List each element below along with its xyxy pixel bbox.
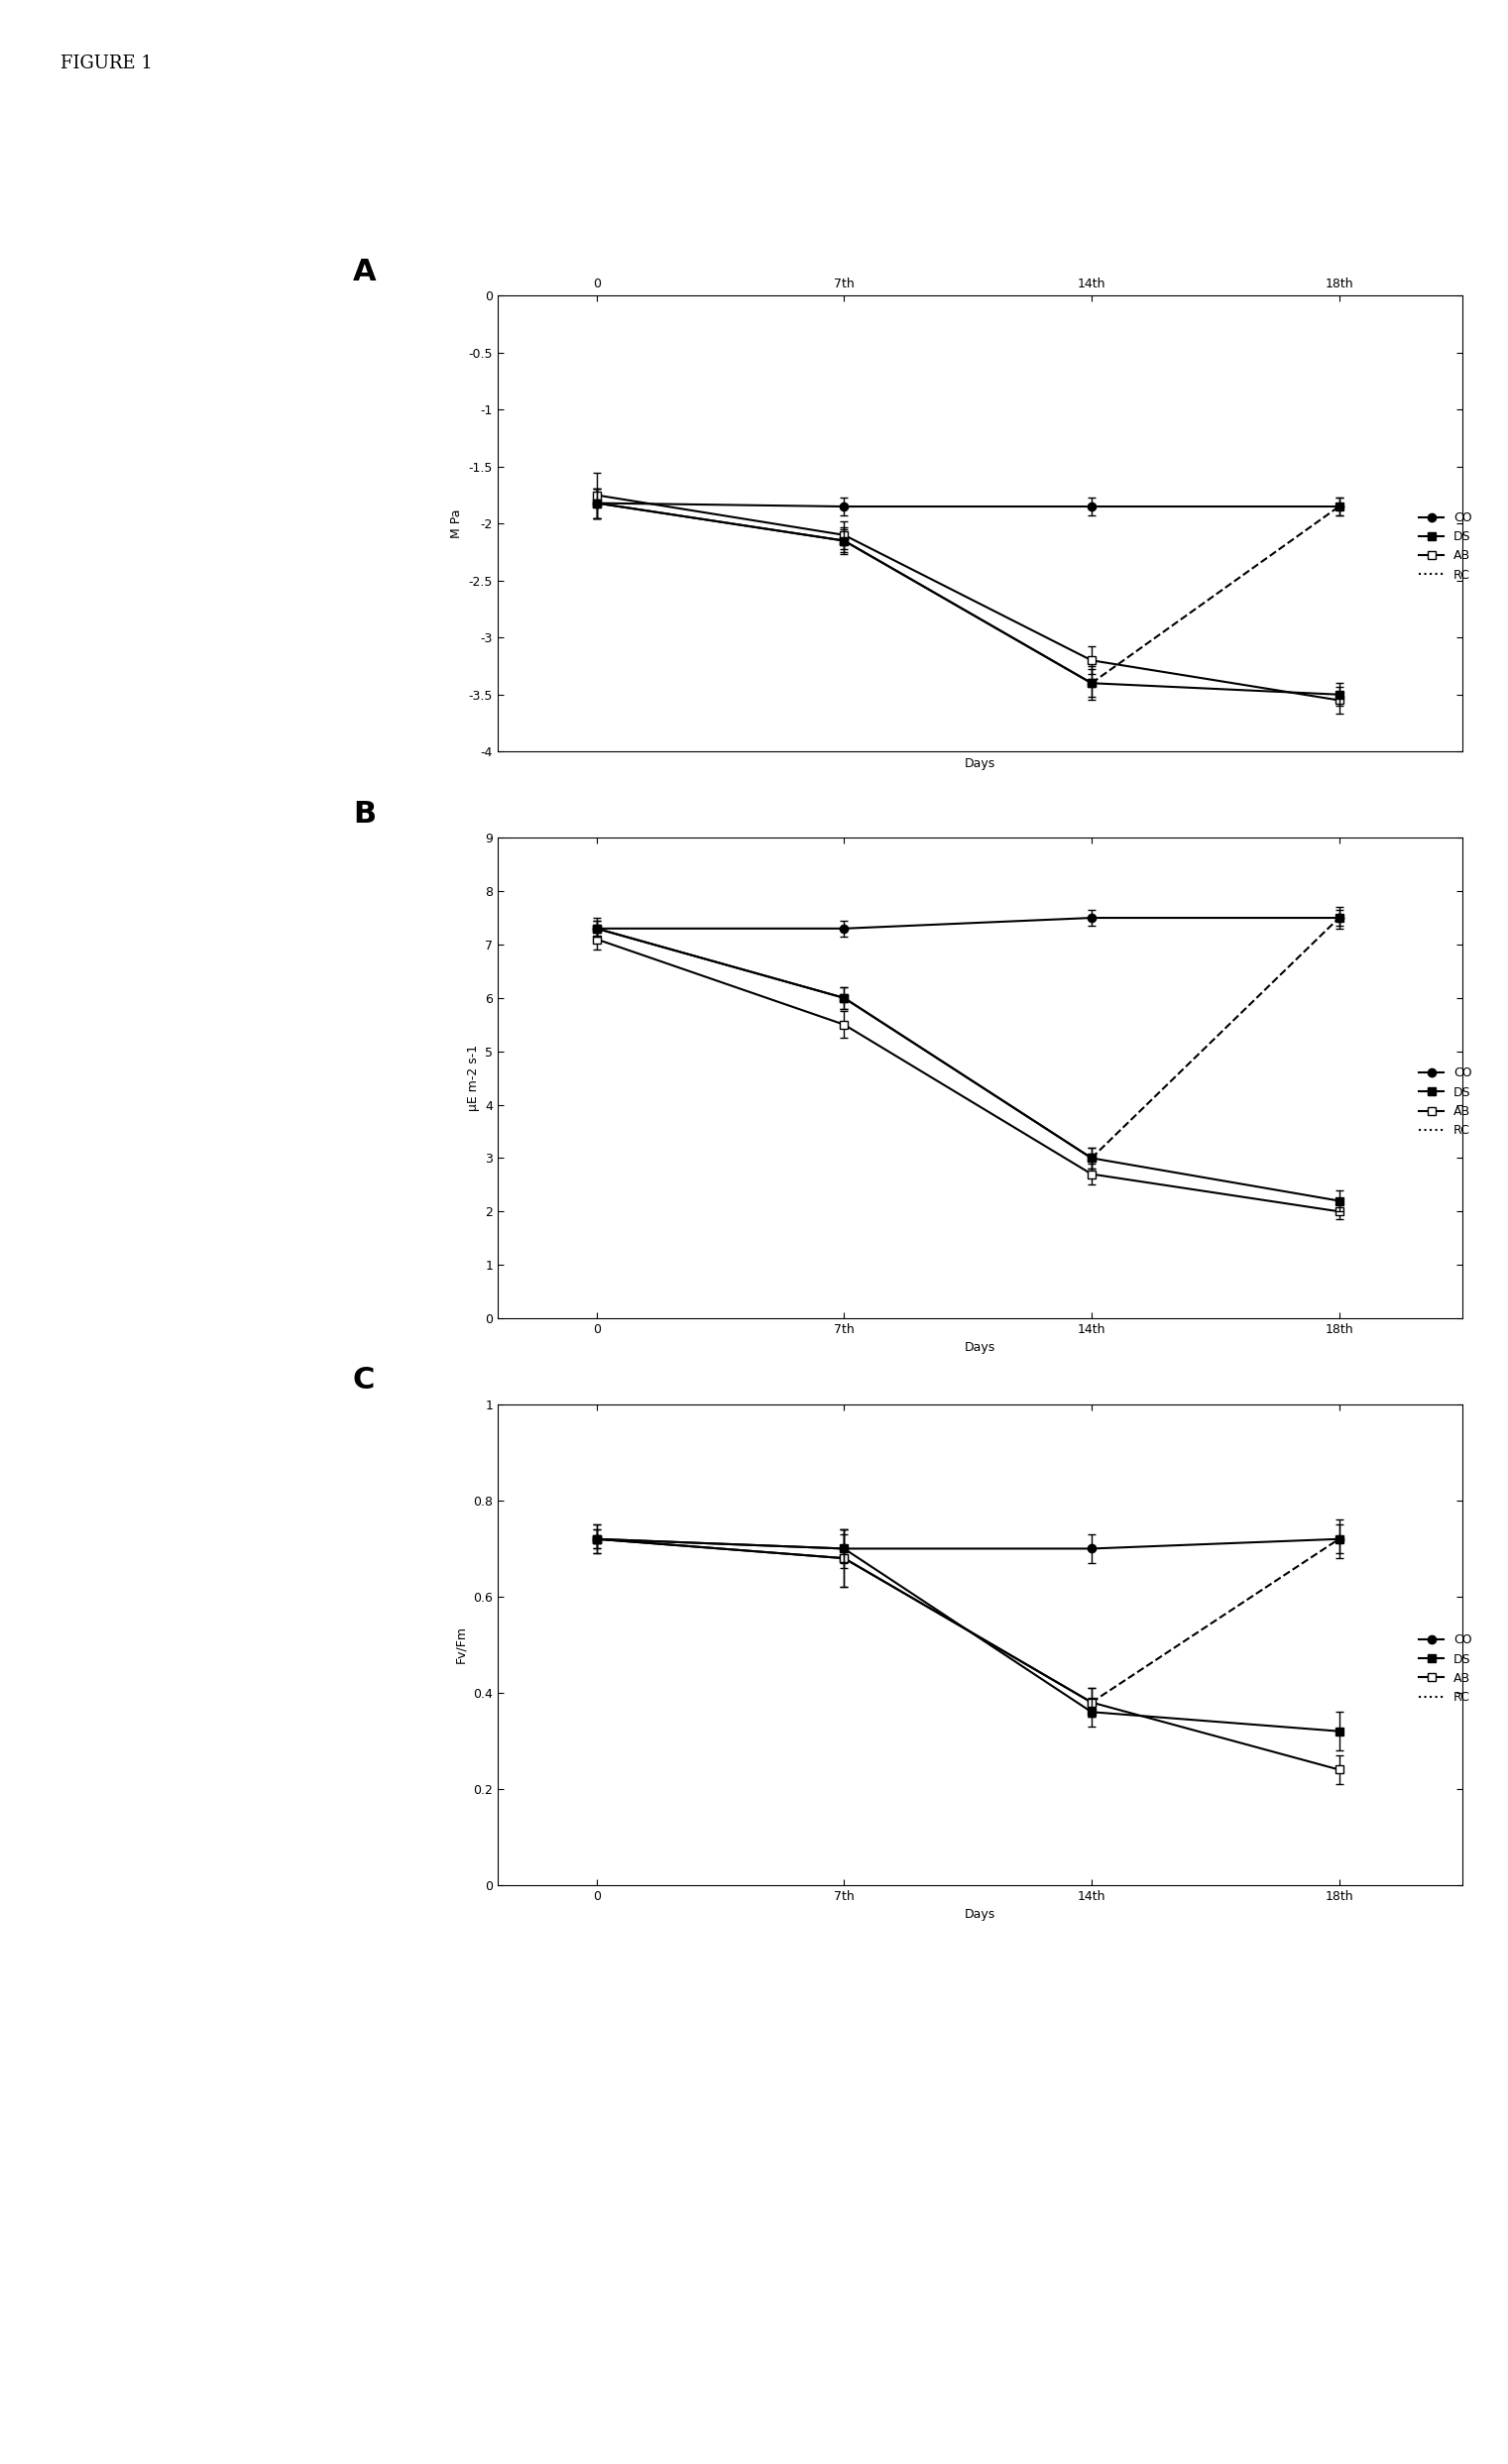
- X-axis label: Days: Days: [965, 756, 995, 769]
- Legend: CO, DS, AB, RC: CO, DS, AB, RC: [1416, 1064, 1476, 1141]
- Text: B: B: [353, 798, 375, 828]
- X-axis label: Days: Days: [965, 1340, 995, 1355]
- Y-axis label: M Pa: M Pa: [449, 510, 463, 537]
- X-axis label: Days: Days: [965, 1907, 995, 1922]
- Y-axis label: Fv/Fm: Fv/Fm: [454, 1626, 467, 1663]
- Text: FIGURE 1: FIGURE 1: [60, 54, 152, 71]
- Text: C: C: [353, 1365, 375, 1395]
- Text: A: A: [353, 259, 377, 286]
- Legend: CO, DS, AB, RC: CO, DS, AB, RC: [1416, 1631, 1476, 1708]
- Legend: CO, DS, AB, RC: CO, DS, AB, RC: [1416, 508, 1476, 584]
- Y-axis label: μE m-2 s-1: μE m-2 s-1: [466, 1045, 480, 1111]
